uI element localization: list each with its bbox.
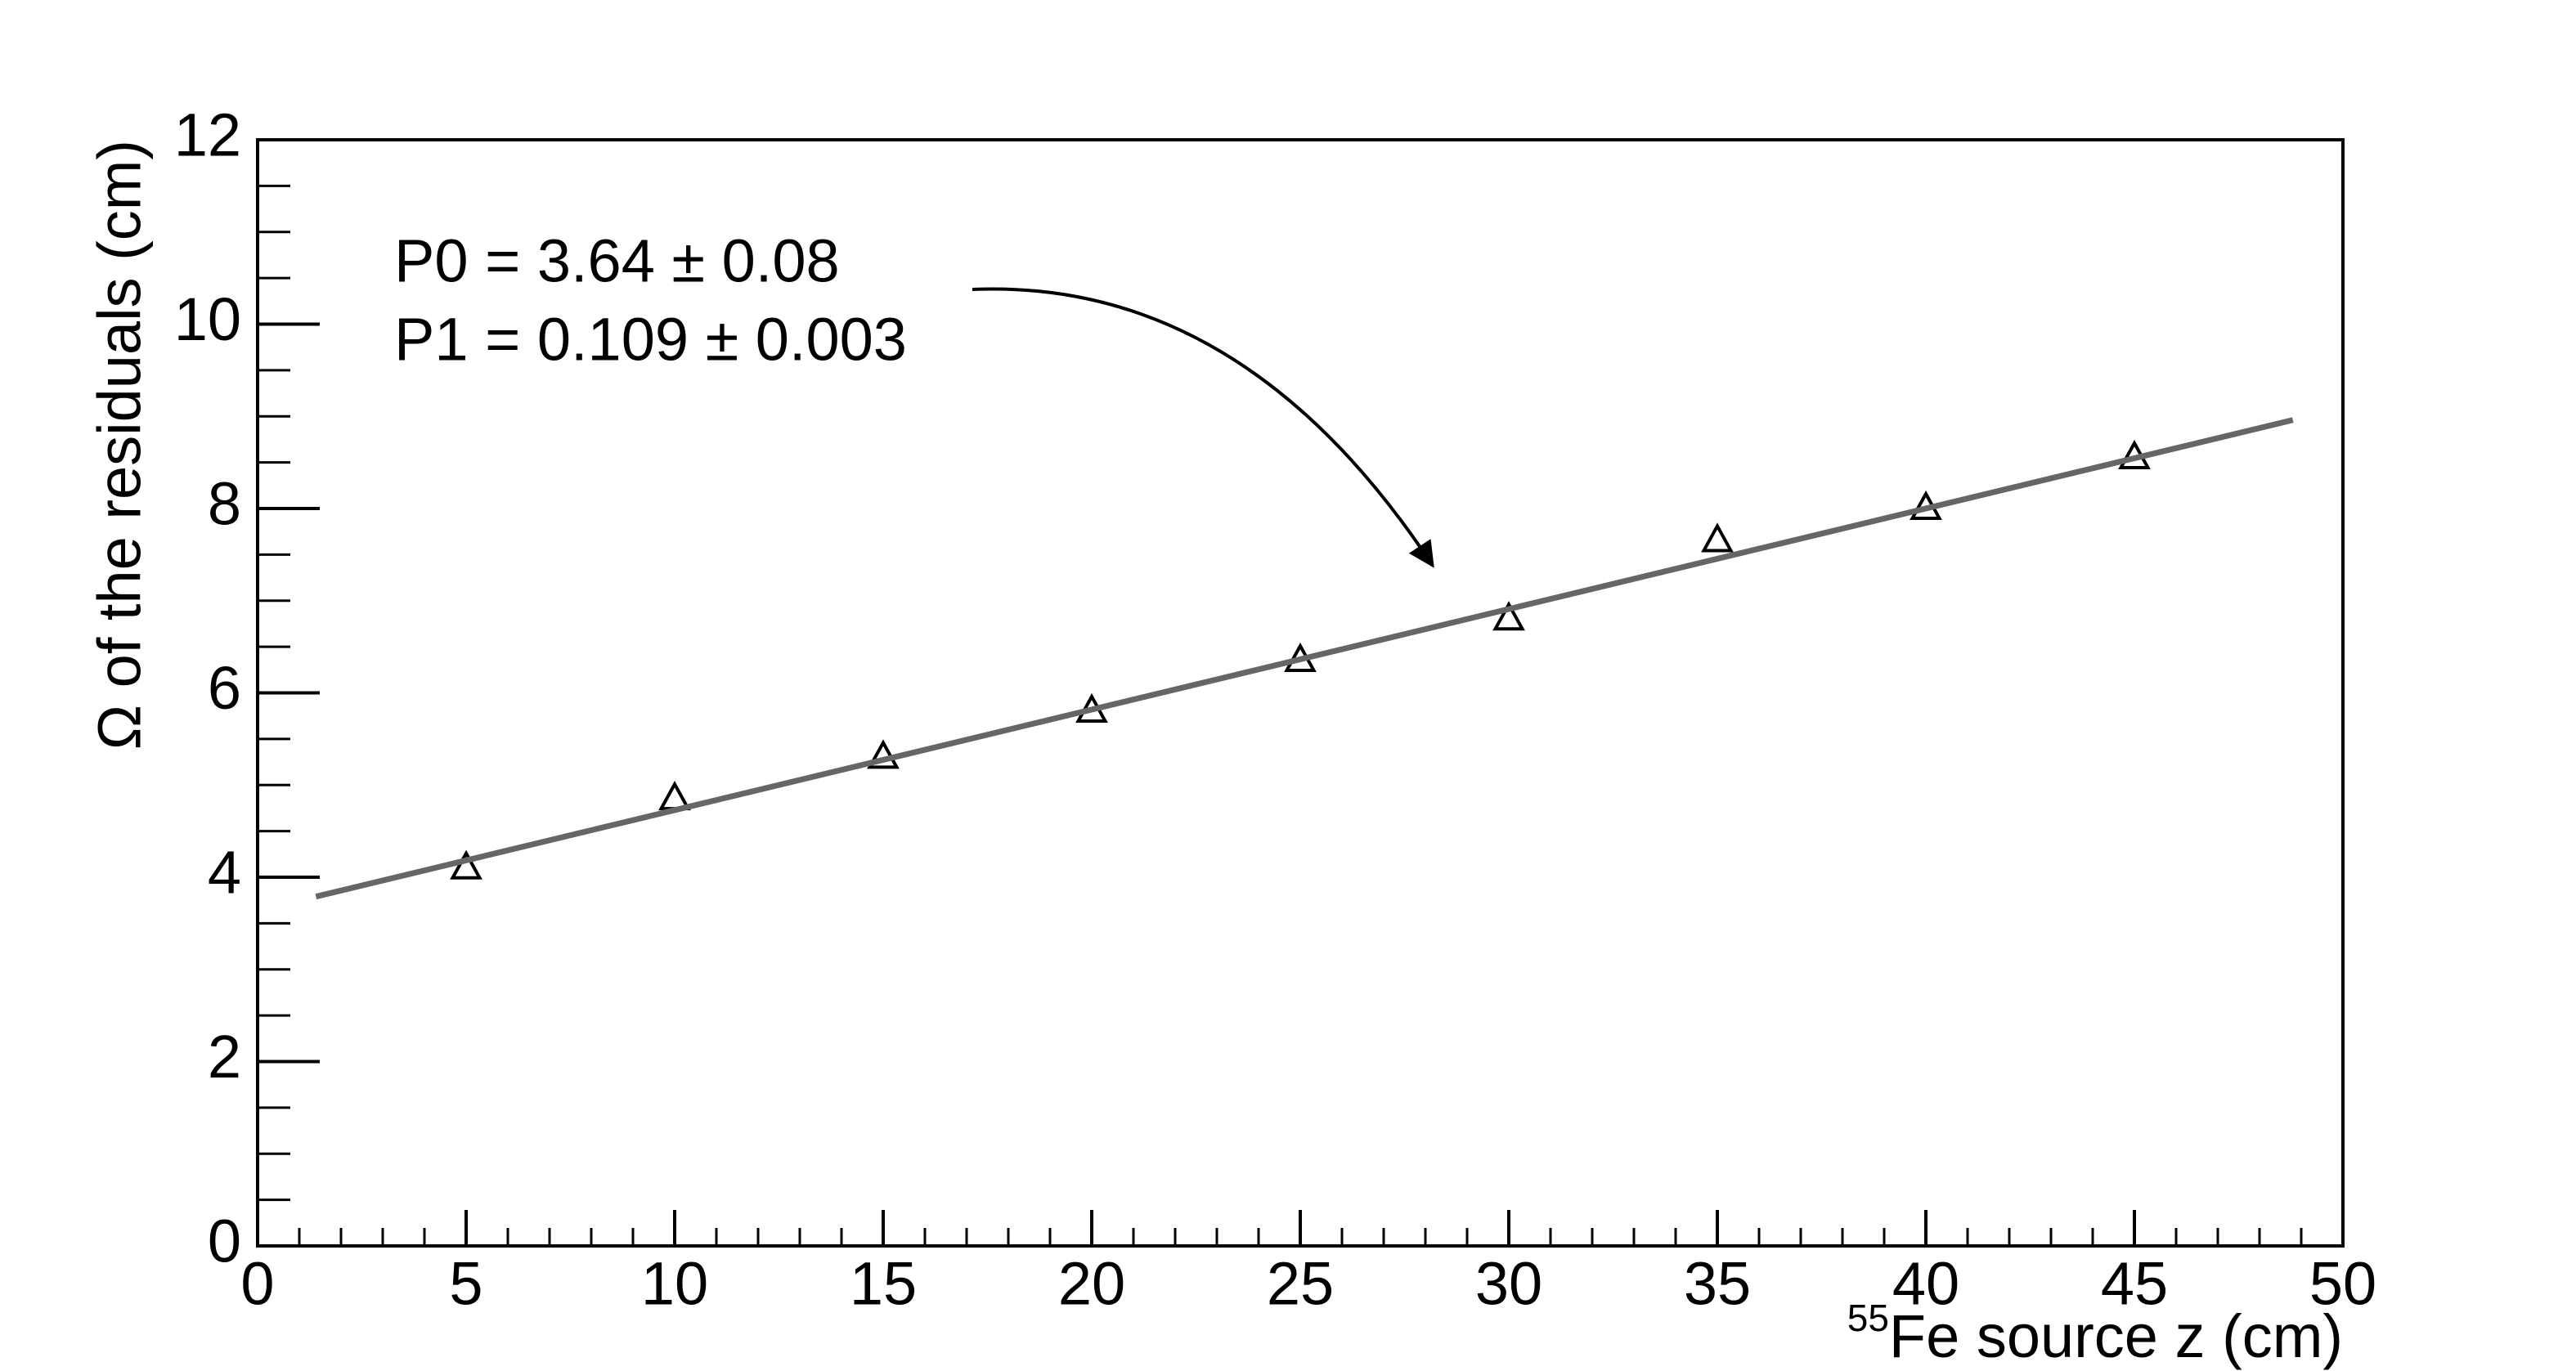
y-tick-label: 12 <box>174 101 241 169</box>
x-tick-label: 40 <box>1892 1250 1959 1318</box>
x-tick-label: 45 <box>2101 1250 2168 1318</box>
y-tick-label: 6 <box>208 654 241 722</box>
data-point <box>450 849 482 880</box>
x-axis-label-superscript: 55 <box>1847 1297 1889 1339</box>
x-tick-label: 25 <box>1267 1250 1334 1318</box>
x-tick-label: 15 <box>850 1250 917 1318</box>
data-point <box>1701 522 1734 553</box>
y-tick-label: 8 <box>208 470 241 538</box>
annotation-arrow <box>972 287 1434 568</box>
y-tick-label: 10 <box>174 285 241 353</box>
fit-line <box>315 417 2294 900</box>
y-tick-label: 4 <box>208 839 241 907</box>
x-tick-label: 50 <box>2309 1250 2376 1318</box>
x-tick-label: 20 <box>1058 1250 1125 1318</box>
annotation: P1 = 0.109 ± 0.003 <box>394 306 907 374</box>
x-tick-label: 5 <box>449 1250 482 1318</box>
data-point <box>1492 601 1525 631</box>
x-tick-label: 30 <box>1475 1250 1542 1318</box>
y-axis-label: Ω of the residuals (cm) <box>86 140 154 750</box>
x-axis-label: 55Fe source z (cm) <box>1847 1297 2343 1369</box>
annotation: P0 = 3.64 ± 0.08 <box>394 227 840 295</box>
x-axis-label-text: Fe source z (cm) <box>1889 1302 2343 1370</box>
y-tick-label: 2 <box>208 1023 241 1091</box>
y-tick-label: 0 <box>208 1207 241 1275</box>
x-tick-label: 35 <box>1684 1250 1751 1318</box>
x-tick-label: 10 <box>641 1250 708 1318</box>
x-tick-label: 0 <box>240 1250 274 1318</box>
data-point <box>867 739 900 769</box>
